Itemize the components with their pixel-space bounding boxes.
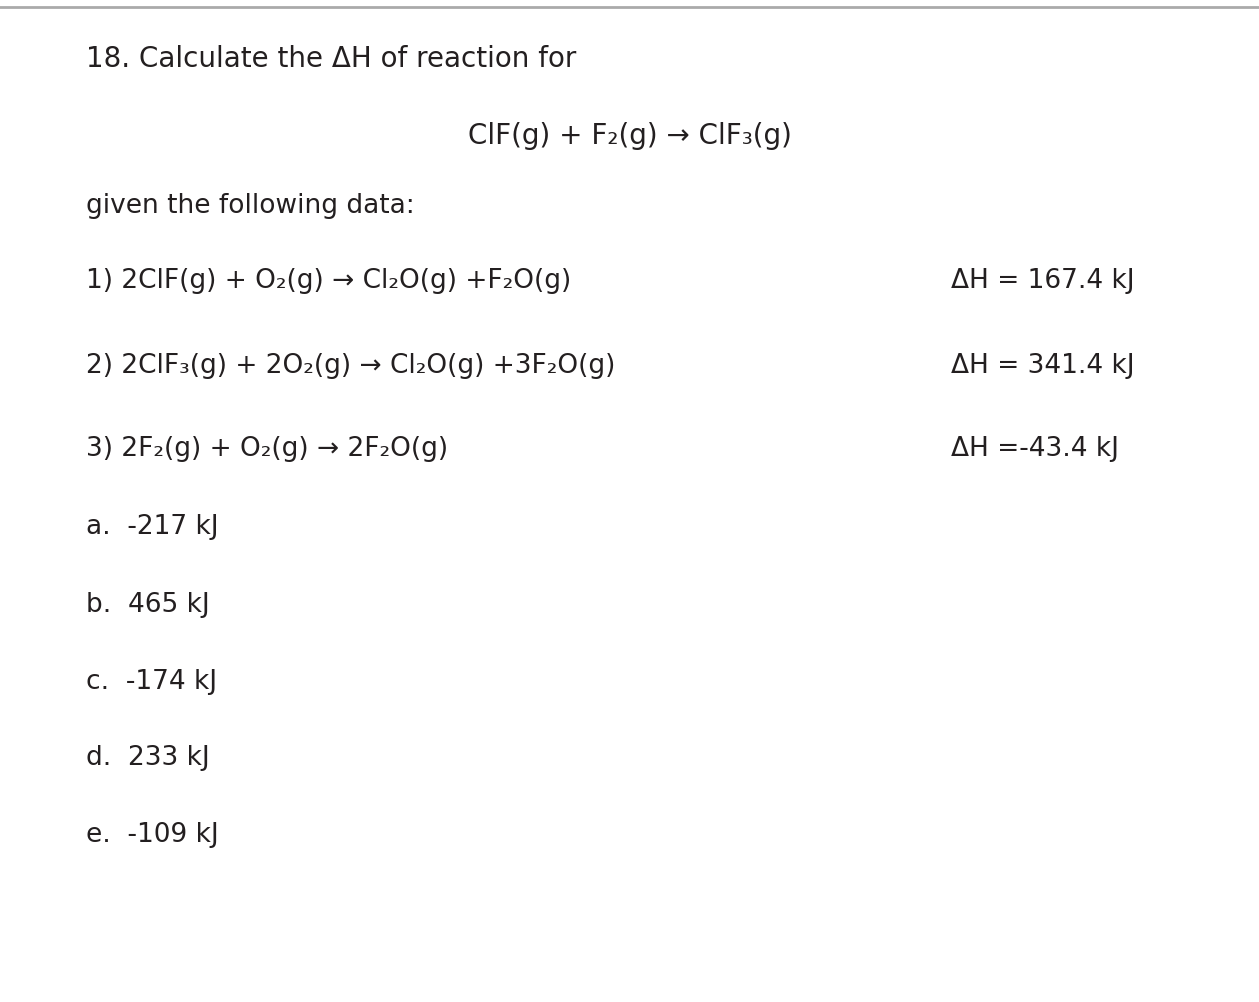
- Text: e.  -109 kJ: e. -109 kJ: [86, 822, 218, 848]
- Text: ClF(g) + F₂(g) → ClF₃(g): ClF(g) + F₂(g) → ClF₃(g): [467, 122, 792, 150]
- Text: ΔH = 341.4 kJ: ΔH = 341.4 kJ: [951, 353, 1134, 379]
- Text: d.  233 kJ: d. 233 kJ: [86, 744, 209, 771]
- Text: 1) 2ClF(g) + O₂(g) → Cl₂O(g) +F₂O(g): 1) 2ClF(g) + O₂(g) → Cl₂O(g) +F₂O(g): [86, 268, 570, 294]
- Text: b.  465 kJ: b. 465 kJ: [86, 591, 209, 617]
- Text: a.  -217 kJ: a. -217 kJ: [86, 513, 218, 539]
- Text: c.  -174 kJ: c. -174 kJ: [86, 668, 217, 694]
- Text: ΔH =-43.4 kJ: ΔH =-43.4 kJ: [951, 436, 1118, 462]
- Text: 2) 2ClF₃(g) + 2O₂(g) → Cl₂O(g) +3F₂O(g): 2) 2ClF₃(g) + 2O₂(g) → Cl₂O(g) +3F₂O(g): [86, 353, 614, 379]
- Text: 3) 2F₂(g) + O₂(g) → 2F₂O(g): 3) 2F₂(g) + O₂(g) → 2F₂O(g): [86, 436, 448, 462]
- Text: 18. Calculate the ΔH of reaction for: 18. Calculate the ΔH of reaction for: [86, 45, 575, 73]
- Text: ΔH = 167.4 kJ: ΔH = 167.4 kJ: [951, 268, 1134, 294]
- Text: given the following data:: given the following data:: [86, 192, 414, 218]
